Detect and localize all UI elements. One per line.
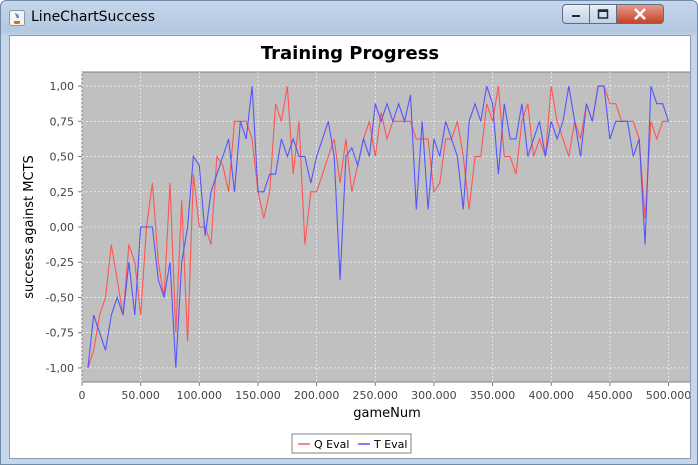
minimize-button[interactable]: [562, 4, 590, 24]
x-tick-label: 150.000: [235, 389, 281, 402]
y-tick-label: 0,25: [50, 186, 75, 199]
title-bar[interactable]: LineChartSuccess: [1, 1, 697, 35]
chart-title: Training Progress: [261, 43, 439, 64]
y-tick-label: 0,50: [50, 151, 75, 164]
series-line-t-eval: [87, 85, 670, 368]
y-tick-label: 0,00: [50, 221, 75, 234]
x-tick-label: 450.000: [587, 389, 633, 402]
y-tick-label: -0,50: [46, 291, 74, 304]
x-tick-label: 0: [79, 389, 86, 402]
x-tick-label: 350.000: [470, 389, 516, 402]
maximize-button[interactable]: [589, 4, 617, 24]
minimize-icon: [572, 15, 580, 17]
y-tick-label: -1,00: [46, 362, 74, 375]
close-button[interactable]: [616, 4, 664, 24]
series-line-q-eval: [87, 85, 669, 369]
close-icon: [634, 8, 646, 20]
y-tick-label: 0,75: [50, 115, 75, 128]
x-tick-label: 100.000: [177, 389, 223, 402]
y-axis-label: success against MCTS: [22, 155, 37, 299]
x-tick-label: 300.000: [411, 389, 457, 402]
java-app-icon: [9, 10, 25, 26]
line-chart: Training Progress -1,00 -0,75 -0,50 -0,25 0,0…: [22, 43, 693, 454]
x-tick-label: 400.000: [528, 389, 574, 402]
legend-label: Q Eval: [314, 438, 349, 451]
x-tick-label: 250.000: [353, 389, 399, 402]
chart-panel: Training Progress -1,00 -0,75 -0,50 -0,25 0,0…: [9, 35, 693, 459]
x-tick-label: 200.000: [294, 389, 340, 402]
x-axis-label: gameNum: [353, 406, 421, 421]
x-tick-label: 50.000: [121, 389, 160, 402]
y-tick-label: 1,00: [50, 80, 75, 93]
y-tick-label: -0,75: [46, 327, 74, 340]
legend-box: [291, 433, 412, 454]
x-tick-label: 500.000: [646, 389, 690, 402]
window-title: LineChartSuccess: [31, 9, 156, 25]
y-tick-label: -0,25: [46, 256, 74, 269]
maximize-icon: [597, 9, 609, 19]
legend-label: T Eval: [373, 438, 407, 451]
